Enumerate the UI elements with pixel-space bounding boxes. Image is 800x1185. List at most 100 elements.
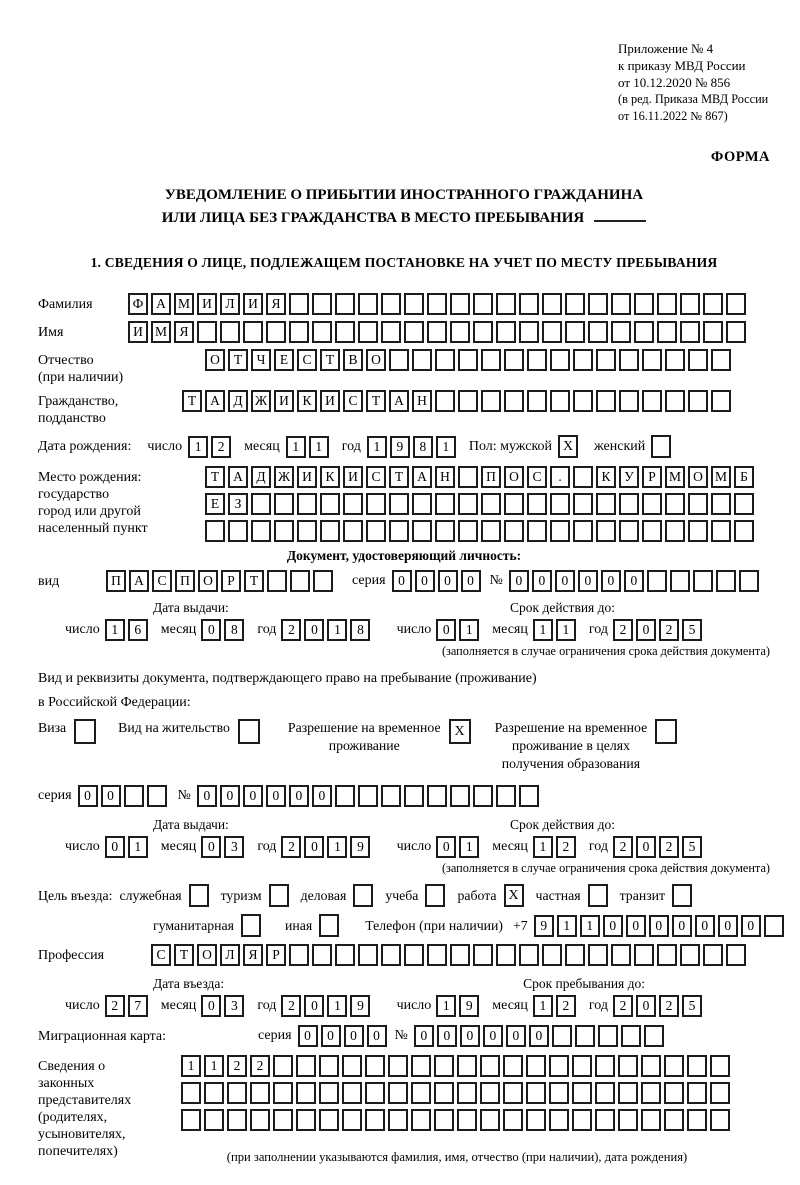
char-cell[interactable] [550, 390, 570, 412]
char-cell[interactable] [703, 944, 723, 966]
char-cell[interactable] [458, 349, 478, 371]
char-cell[interactable]: А [129, 570, 149, 592]
char-cell[interactable] [220, 321, 240, 343]
char-cell[interactable]: Т [366, 390, 386, 412]
char-cell[interactable] [434, 1082, 454, 1104]
char-cell[interactable] [389, 349, 409, 371]
char-cell[interactable] [296, 1109, 316, 1131]
char-cell[interactable]: И [197, 293, 217, 315]
char-cell[interactable] [573, 349, 593, 371]
char-cell[interactable] [526, 1055, 546, 1077]
char-cell[interactable] [480, 1082, 500, 1104]
char-cell[interactable]: И [320, 390, 340, 412]
char-cell[interactable] [680, 321, 700, 343]
char-cell[interactable]: А [205, 390, 225, 412]
char-cell[interactable]: 2 [281, 995, 302, 1017]
char-cell[interactable] [572, 1109, 592, 1131]
residence-permit-checkbox[interactable] [237, 719, 260, 744]
char-cell[interactable] [435, 520, 455, 542]
char-cell[interactable] [228, 520, 248, 542]
purpose-other-checkbox[interactable] [319, 914, 340, 937]
char-cell[interactable]: 3 [224, 995, 245, 1017]
char-cell[interactable]: 5 [682, 836, 702, 858]
char-cell[interactable] [289, 293, 309, 315]
char-cell[interactable]: 0 [201, 995, 222, 1017]
char-cell[interactable] [458, 466, 478, 488]
char-cell[interactable] [227, 1109, 247, 1131]
char-cell[interactable] [481, 390, 501, 412]
char-cell[interactable]: 0 [459, 1025, 480, 1047]
char-cell[interactable]: 0 [414, 570, 435, 592]
char-cell[interactable]: 0 [304, 619, 325, 641]
char-cell[interactable] [711, 493, 731, 515]
char-cell[interactable] [181, 1082, 201, 1104]
char-cell[interactable]: 1 [435, 435, 456, 458]
char-cell[interactable]: 0 [437, 570, 458, 592]
char-cell[interactable]: 1 [188, 435, 209, 458]
char-cell[interactable] [596, 390, 616, 412]
char-cell[interactable]: 5 [682, 995, 702, 1017]
char-cell[interactable] [404, 293, 424, 315]
char-cell[interactable]: 6 [127, 619, 148, 641]
char-cell[interactable] [450, 321, 470, 343]
char-cell[interactable]: 0 [304, 995, 325, 1017]
char-cell[interactable] [664, 1082, 684, 1104]
char-cell[interactable]: 2 [104, 995, 125, 1017]
char-cell[interactable] [657, 293, 677, 315]
char-cell[interactable] [710, 1082, 730, 1104]
char-cell[interactable] [549, 1055, 569, 1077]
char-cell[interactable] [357, 785, 378, 807]
char-cell[interactable]: 1 [327, 836, 348, 858]
char-cell[interactable] [595, 1109, 615, 1131]
char-cell[interactable]: 2 [227, 1055, 247, 1077]
char-cell[interactable] [646, 570, 667, 592]
char-cell[interactable]: 0 [528, 1025, 549, 1047]
char-cell[interactable]: С [152, 570, 172, 592]
char-cell[interactable]: 0 [391, 570, 412, 592]
char-cell[interactable] [496, 321, 516, 343]
char-cell[interactable]: 0 [304, 836, 325, 858]
char-cell[interactable] [343, 493, 363, 515]
char-cell[interactable] [634, 944, 654, 966]
char-cell[interactable] [358, 293, 378, 315]
char-cell[interactable] [343, 520, 363, 542]
temp-residence-education-checkbox[interactable] [655, 719, 678, 744]
char-cell[interactable] [204, 1082, 224, 1104]
char-cell[interactable] [620, 1025, 641, 1047]
char-cell[interactable] [434, 1055, 454, 1077]
char-cell[interactable] [503, 1055, 523, 1077]
char-cell[interactable]: 0 [436, 619, 457, 641]
char-cell[interactable]: 1 [556, 914, 577, 937]
char-cell[interactable]: 0 [623, 570, 644, 592]
char-cell[interactable] [763, 914, 784, 937]
char-cell[interactable]: 2 [555, 836, 576, 858]
char-cell[interactable]: 8 [350, 619, 371, 641]
char-cell[interactable] [619, 493, 639, 515]
char-cell[interactable]: О [504, 466, 524, 488]
char-cell[interactable] [273, 1082, 293, 1104]
char-cell[interactable]: 0 [648, 914, 669, 937]
char-cell[interactable] [404, 944, 424, 966]
char-cell[interactable] [504, 520, 524, 542]
char-cell[interactable] [473, 293, 493, 315]
char-cell[interactable] [551, 1025, 572, 1047]
char-cell[interactable]: 0 [505, 1025, 526, 1047]
char-cell[interactable] [312, 293, 332, 315]
char-cell[interactable]: 0 [77, 785, 98, 807]
char-cell[interactable]: Ж [251, 390, 271, 412]
char-cell[interactable] [320, 520, 340, 542]
char-cell[interactable]: У [619, 466, 639, 488]
char-cell[interactable] [527, 349, 547, 371]
char-cell[interactable] [411, 1082, 431, 1104]
char-cell[interactable]: 0 [436, 836, 457, 858]
char-cell[interactable] [496, 944, 516, 966]
char-cell[interactable] [412, 520, 432, 542]
char-cell[interactable] [312, 944, 332, 966]
char-cell[interactable] [380, 785, 401, 807]
char-cell[interactable]: 0 [242, 785, 263, 807]
char-cell[interactable] [296, 1055, 316, 1077]
char-cell[interactable]: П [481, 466, 501, 488]
char-cell[interactable] [473, 944, 493, 966]
char-cell[interactable] [703, 293, 723, 315]
char-cell[interactable]: 0 [636, 995, 656, 1017]
